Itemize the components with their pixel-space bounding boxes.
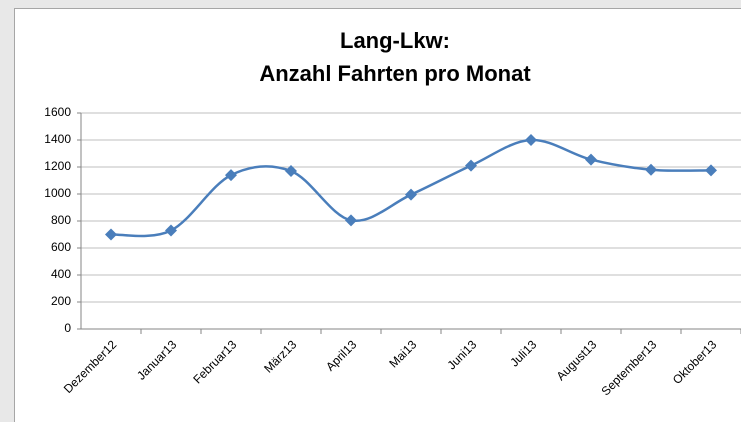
marker <box>225 169 237 182</box>
marker <box>345 214 357 227</box>
y-tick-label: 1000 <box>44 186 71 200</box>
y-tick-label: 1600 <box>44 105 71 119</box>
marker <box>105 228 117 241</box>
y-tick-label: 1200 <box>44 159 71 173</box>
y-tick-label: 0 <box>64 321 71 335</box>
marker <box>165 224 177 237</box>
chart-title: Lang-Lkw: <box>340 28 450 53</box>
marker <box>645 163 657 176</box>
marker <box>405 188 417 201</box>
marker <box>585 153 597 166</box>
y-tick-label: 400 <box>51 267 71 281</box>
y-tick-label: 1400 <box>44 132 71 146</box>
marker <box>465 159 477 172</box>
marker <box>705 164 717 177</box>
y-tick-label: 600 <box>51 240 71 254</box>
chart-title: Anzahl Fahrten pro Monat <box>259 61 531 86</box>
marker <box>285 165 297 178</box>
y-tick-label: 200 <box>51 294 71 308</box>
marker <box>525 134 537 146</box>
y-tick-label: 800 <box>51 213 71 227</box>
